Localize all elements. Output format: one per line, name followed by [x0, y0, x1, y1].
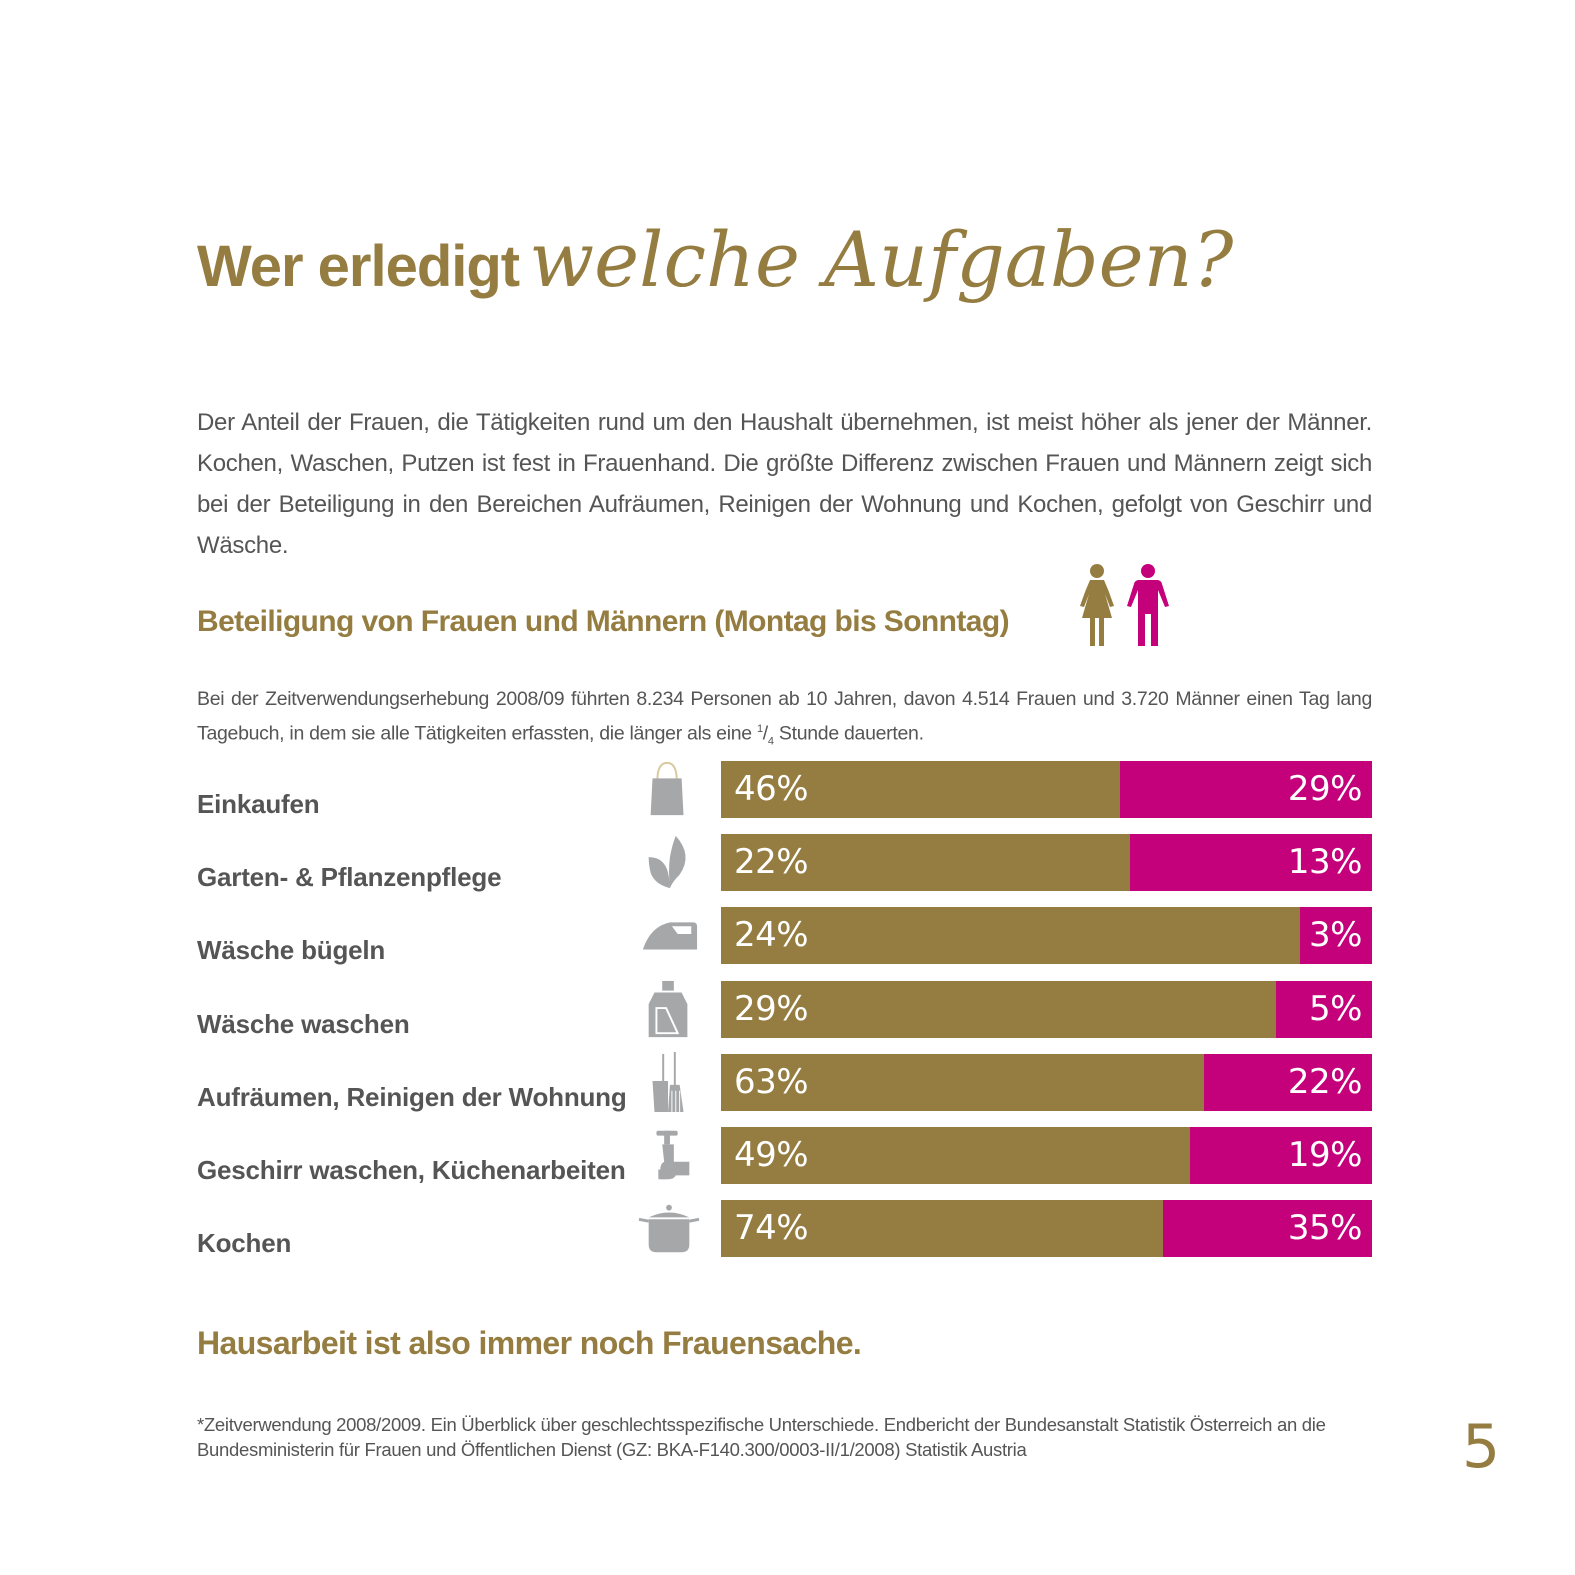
bar-maenner	[1203, 1053, 1372, 1111]
bar-row: 22% 13%	[721, 834, 1372, 892]
category-label: Wäsche bügeln	[197, 935, 386, 966]
bar-frauen	[721, 761, 1121, 818]
bar-row: 46% 29%	[721, 761, 1372, 818]
intro-paragraph: Der Anteil der Frauen, die Tätigkeiten r…	[197, 409, 1372, 559]
leaf-icon	[648, 836, 686, 889]
category-label: Kochen	[197, 1228, 292, 1259]
bar-row: 74% 35%	[721, 1200, 1372, 1258]
bar-maenner	[1276, 980, 1372, 1038]
fraction-separator: /	[762, 722, 768, 745]
bar-frauen	[721, 980, 1277, 1038]
fraction-numerator: 1	[756, 723, 763, 735]
bar-maenner	[1162, 1200, 1372, 1258]
shopping-bag-icon	[650, 761, 684, 816]
value-label-maenner: 35%	[1287, 1208, 1363, 1249]
bar-frauen	[721, 834, 1131, 892]
category-label: Aufräumen, Reinigen der Wohnung	[197, 1081, 627, 1112]
value-label-maenner: 29%	[1287, 769, 1363, 809]
value-label-frauen: 63%	[734, 1061, 809, 1102]
broom-dustpan-icon	[652, 1051, 684, 1112]
value-label-maenner: 5%	[1309, 988, 1362, 1029]
category-label: Garten- & Pflanzenpflege	[197, 862, 502, 893]
value-label-maenner: 19%	[1287, 1135, 1363, 1175]
bar-maenner	[1130, 834, 1372, 892]
title-part-2: welche Aufgaben?	[529, 215, 1234, 304]
title-part-1: Wer erledigt	[197, 234, 520, 299]
iron-icon	[642, 922, 698, 950]
value-label-maenner: 3%	[1309, 915, 1362, 956]
fraction-denominator: 4	[767, 735, 774, 748]
bar-frauen	[721, 1127, 1191, 1184]
value-label-maenner: 22%	[1287, 1061, 1363, 1102]
category-label: Wäsche waschen	[197, 1008, 410, 1039]
value-label-frauen: 74%	[734, 1208, 809, 1249]
bar-maenner	[1120, 761, 1372, 818]
bar-maenner	[1299, 907, 1372, 965]
page-number: 5	[1462, 1412, 1501, 1482]
bar-frauen	[721, 907, 1300, 965]
bar-maenner	[1190, 1127, 1372, 1184]
category-label: Einkaufen	[197, 789, 320, 819]
people-icons	[1080, 564, 1169, 646]
category-label: Geschirr waschen, Küchenarbeiten	[197, 1155, 626, 1185]
value-label-frauen: 24%	[734, 915, 809, 956]
value-label-frauen: 49%	[734, 1135, 809, 1175]
bar-frauen	[721, 1053, 1204, 1111]
note-text-before: Bei der Zeitverwendungserhebung 2008/09 …	[197, 688, 1372, 745]
faucet-icon	[656, 1130, 690, 1180]
method-note: Bei der Zeitverwendungserhebung 2008/09 …	[197, 684, 1372, 756]
note-text-after: Stunde dauerten.	[773, 722, 924, 745]
value-label-maenner: 13%	[1287, 842, 1363, 883]
value-label-frauen: 46%	[734, 769, 809, 809]
cooking-pot-icon	[638, 1204, 700, 1253]
value-label-frauen: 29%	[734, 988, 809, 1029]
bar-row: 29% 5%	[721, 980, 1372, 1038]
bar-row: 63% 22%	[721, 1053, 1372, 1111]
bar-row: 24% 3%	[721, 907, 1372, 965]
footnote: *Zeitverwendung 2008/2009. Ein Überblick…	[197, 1414, 1326, 1460]
page-title: Wer erledigt welche Aufgaben?	[197, 215, 1233, 304]
conclusion: Hausarbeit ist also immer noch Frauensac…	[197, 1325, 862, 1361]
value-label-frauen: 22%	[734, 842, 809, 883]
man-icon	[1127, 564, 1169, 646]
chart-heading: Beteiligung von Frauen und Männern (Mont…	[197, 605, 1010, 638]
woman-icon	[1080, 564, 1114, 646]
bar-row: 49% 19%	[721, 1127, 1372, 1184]
bar-frauen	[721, 1200, 1163, 1258]
detergent-bottle-icon	[648, 980, 688, 1037]
